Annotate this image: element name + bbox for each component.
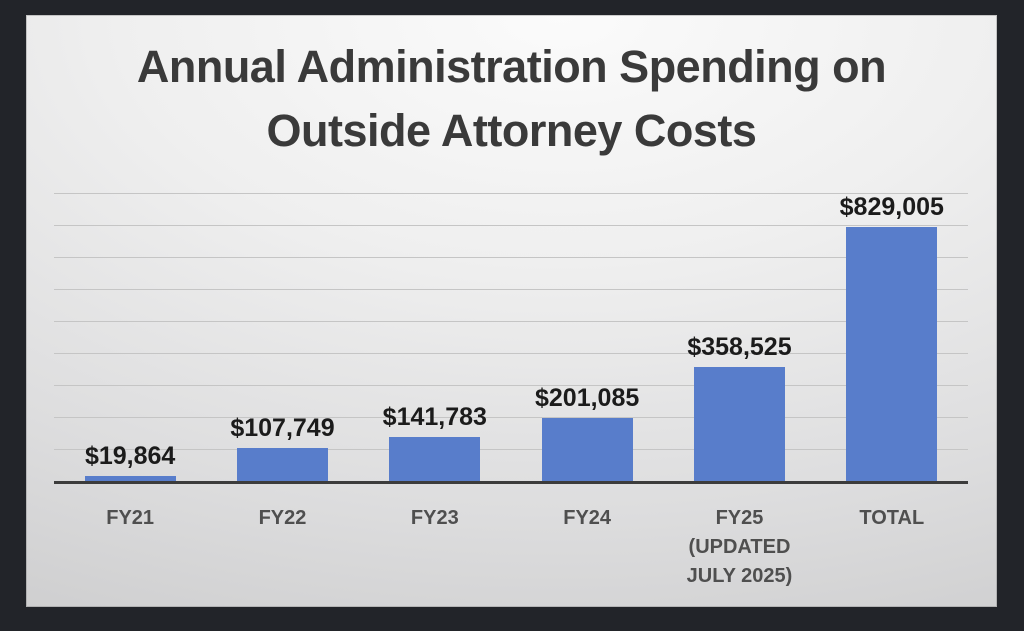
category-label: TOTAL <box>859 507 925 529</box>
bar-value-label: $141,783 <box>382 402 487 431</box>
bar-slot-fy21: $19,864 <box>54 194 206 482</box>
gridline <box>54 417 968 418</box>
chart-title-line-1: Annual Administration Spending on <box>136 41 887 92</box>
plot-area: $19,864 $107,749 $141,783 $201,085 $358,525 $… <box>54 193 968 484</box>
gridline <box>54 353 968 354</box>
bars-row: $19,864 $107,749 $141,783 $201,085 $358,525 $… <box>54 194 968 482</box>
gridline <box>54 225 968 226</box>
chart-title: Annual Administration Spending on Outside… <box>26 35 997 163</box>
bar-slot-fy25: $358,525 <box>663 194 815 482</box>
gridline <box>54 289 968 290</box>
category-label: FY23 <box>410 507 459 529</box>
slide-background: Annual Administration Spending on Outside… <box>26 15 997 607</box>
bar-slot-fy24: $201,085 <box>511 194 663 482</box>
category-label: FY21 <box>106 507 155 529</box>
gridline <box>54 257 968 258</box>
bar <box>541 417 633 482</box>
bar <box>84 475 176 482</box>
bar-slot-fy23: $141,783 <box>359 194 511 482</box>
bar-value-label: $19,864 <box>84 441 176 470</box>
category-label: FY24 <box>563 507 612 529</box>
category-label: FY25 (UPDATED JULY 2025) <box>686 507 793 587</box>
category-label: FY22 <box>258 507 307 529</box>
bar-slot-total: $829,005 <box>816 194 968 482</box>
bar <box>846 227 938 482</box>
bar <box>693 367 785 482</box>
bar-value-label: $829,005 <box>839 193 944 221</box>
chart-title-line-2: Outside Attorney Costs <box>266 105 757 156</box>
category-labels-row: FY21 FY22 FY23 FY24 FY25 (UPDATED JULY 2025)… <box>54 504 968 591</box>
gridline <box>54 193 968 194</box>
gridline <box>54 385 968 386</box>
bar <box>389 436 481 482</box>
bar-value-label: $107,749 <box>230 413 335 442</box>
gridline <box>54 321 968 322</box>
bar <box>236 447 328 482</box>
bar-slot-fy22: $107,749 <box>206 194 358 482</box>
gridline <box>54 449 968 450</box>
bar-value-label: $201,085 <box>535 383 640 412</box>
x-axis-line <box>54 481 968 484</box>
bar-value-label: $358,525 <box>687 333 792 362</box>
